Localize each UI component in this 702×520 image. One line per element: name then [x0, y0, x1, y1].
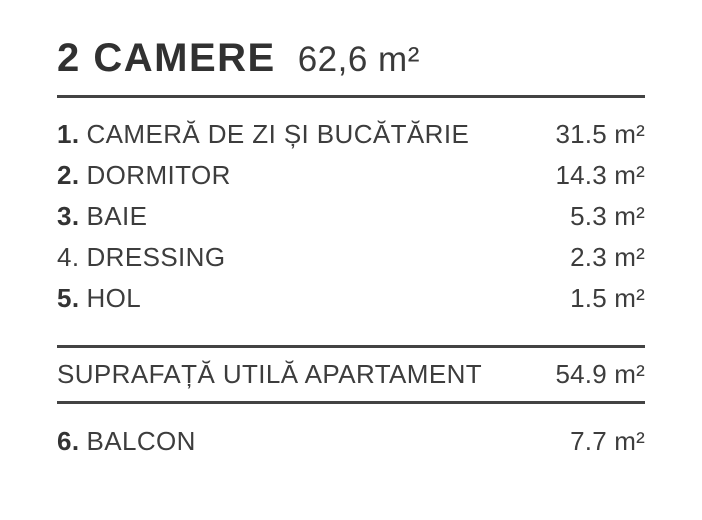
- usable-area-label: SUPRAFAȚĂ UTILĂ APARTAMENT: [57, 359, 483, 389]
- balcony-area: 7.7 m²: [570, 425, 645, 456]
- room-number: 4.: [57, 242, 80, 272]
- room-row: 5. HOL 1.5 m²: [57, 278, 645, 319]
- room-row: 2. DORMITOR 14.3 m²: [57, 155, 645, 196]
- apartment-type-title: 2 CAMERE: [57, 36, 276, 80]
- usable-area-summary-row: SUPRAFAȚĂ UTILĂ APARTAMENT 54.9 m²: [57, 348, 645, 401]
- room-name: DORMITOR: [86, 160, 231, 190]
- room-area: 2.3 m²: [570, 242, 645, 272]
- room-area: 1.5 m²: [570, 283, 645, 313]
- room-label: 1. CAMERĂ DE ZI ȘI BUCĂTĂRIE: [57, 119, 469, 150]
- room-list: 1. CAMERĂ DE ZI ȘI BUCĂTĂRIE 31.5 m² 2. DO…: [57, 114, 645, 319]
- room-name: BALCON: [86, 425, 196, 456]
- room-number: 3.: [57, 201, 80, 231]
- room-row: 1. CAMERĂ DE ZI ȘI BUCĂTĂRIE 31.5 m²: [57, 114, 645, 155]
- room-name: DRESSING: [86, 242, 226, 272]
- room-number: 5.: [57, 283, 80, 313]
- room-name: HOL: [86, 283, 142, 313]
- apartment-spec-sheet: 2 CAMERE 62,6 m² 1. CAMERĂ DE ZI ȘI BUCĂT…: [57, 0, 645, 464]
- header: 2 CAMERE 62,6 m²: [57, 38, 645, 78]
- room-label: 4. DRESSING: [57, 242, 226, 273]
- room-area: 5.3 m²: [570, 201, 645, 231]
- divider-top: [57, 95, 645, 98]
- room-number: 1.: [57, 119, 80, 149]
- divider-summary-top: [57, 345, 645, 348]
- balcony-row: 6. BALCON 7.7 m²: [57, 418, 645, 464]
- room-label: 5. HOL: [57, 283, 141, 314]
- room-label: 2. DORMITOR: [57, 160, 231, 191]
- divider-summary-bottom: [57, 401, 645, 404]
- room-area: 14.3 m²: [555, 160, 645, 190]
- room-name: CAMERĂ DE ZI ȘI BUCĂTĂRIE: [86, 119, 470, 149]
- room-label: 3. BAIE: [57, 201, 147, 232]
- room-row: 4. DRESSING 2.3 m²: [57, 237, 645, 278]
- room-number: 2.: [57, 160, 80, 190]
- usable-area-value: 54.9 m²: [555, 359, 645, 389]
- total-built-area: 62,6 m²: [297, 40, 420, 79]
- room-row: 3. BAIE 5.3 m²: [57, 196, 645, 237]
- room-name: BAIE: [86, 201, 148, 231]
- room-number: 6.: [57, 425, 80, 456]
- room-area: 31.5 m²: [555, 119, 645, 149]
- balcony-label: 6. BALCON: [57, 426, 196, 457]
